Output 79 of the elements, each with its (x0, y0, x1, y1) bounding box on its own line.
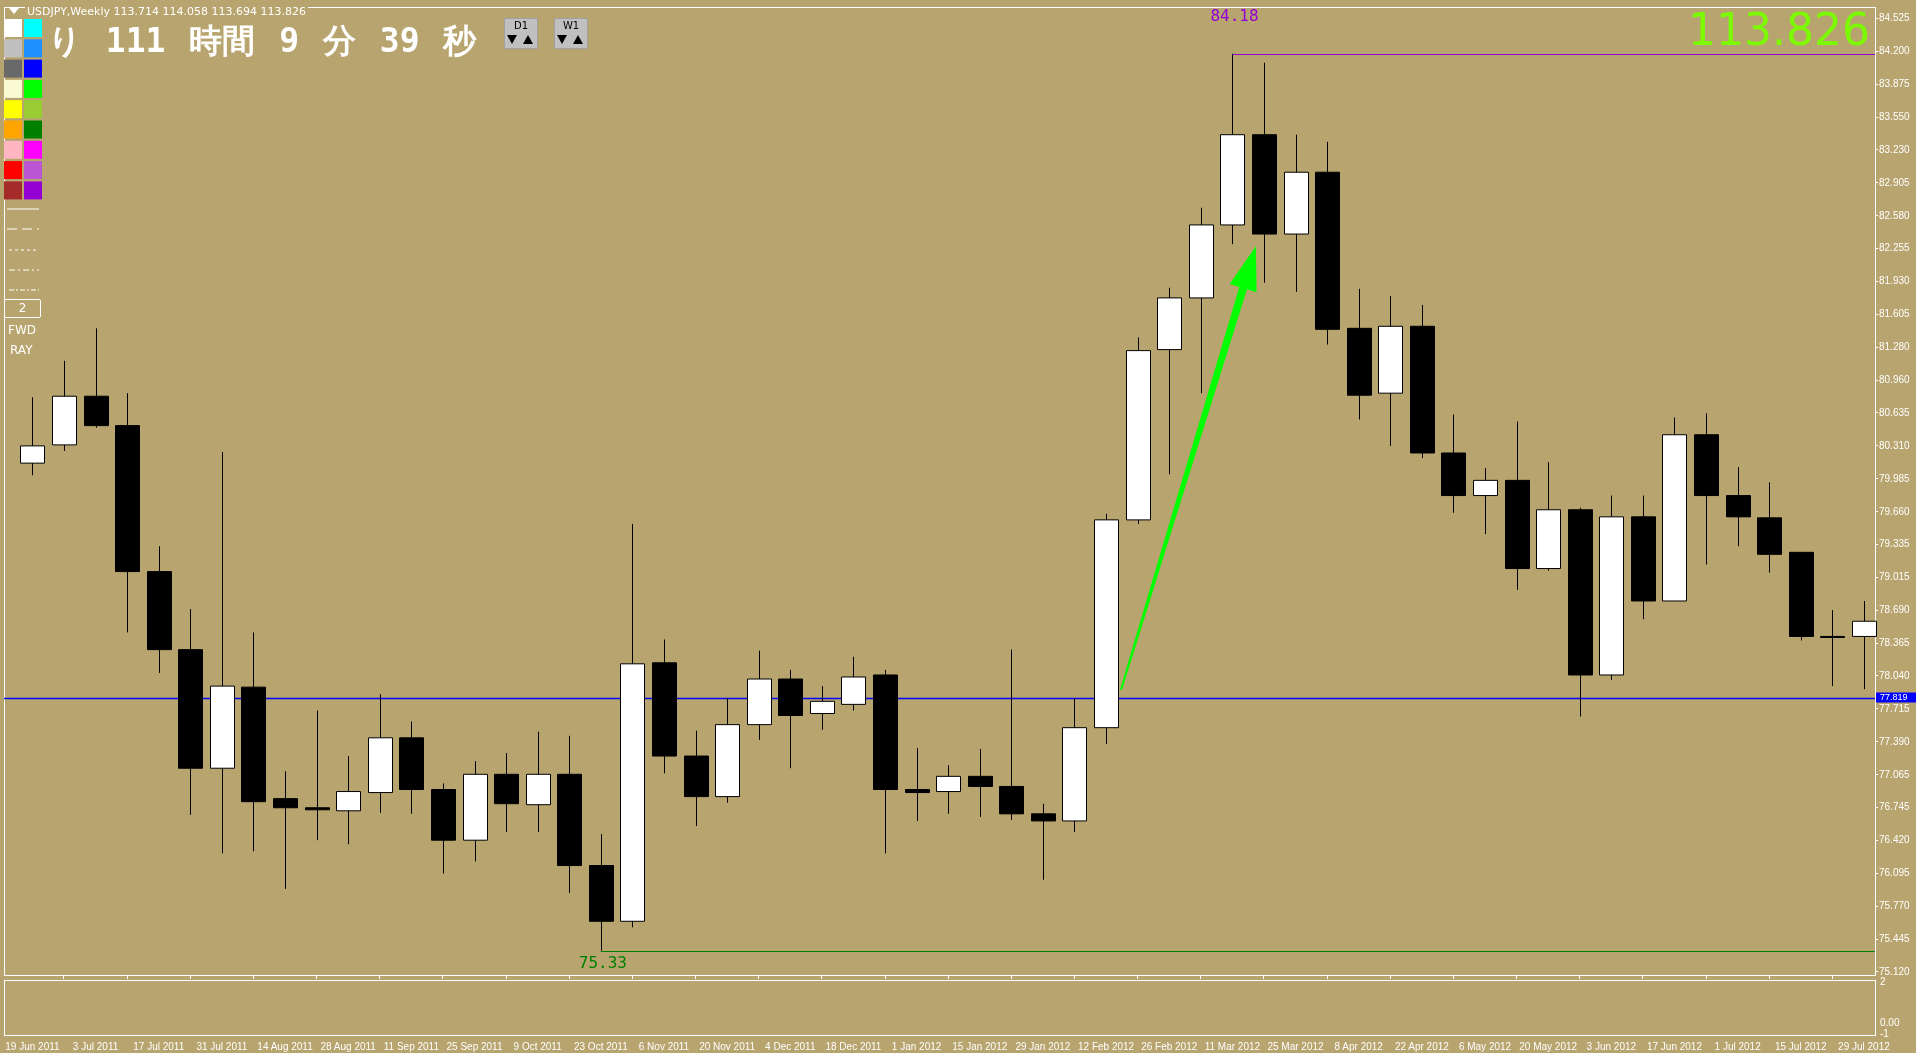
y-tick-label: 79.335 (1879, 538, 1911, 550)
x-tick-label: 3 Jul 2011 (72, 1040, 119, 1052)
y-tick-label: 75.770 (1879, 899, 1911, 911)
x-tick-label: 8 Apr 2012 (1334, 1040, 1384, 1052)
x-tick-label: 29 Jan 2012 (1015, 1040, 1071, 1052)
x-tick-label: 6 Nov 2011 (638, 1040, 690, 1052)
annotation: RAY (10, 343, 33, 357)
x-tick-label: 25 Mar 2012 (1267, 1040, 1325, 1052)
y-tick-label: 83.875 (1879, 78, 1911, 90)
x-tick-label: 20 Nov 2011 (699, 1040, 756, 1052)
chart-title: USDJPY,Weekly 113.714 114.058 113.694 113.826 (25, 5, 308, 18)
text: 2 (1880, 976, 1886, 987)
annotation: W1 (561, 20, 581, 32)
y-tick-label: 82.255 (1879, 242, 1911, 254)
x-tick-label: 22 Apr 2012 (1394, 1040, 1450, 1052)
x-tick-label: 17 Jun 2012 (1646, 1040, 1703, 1052)
y-tick-label: 84.525 (1879, 12, 1911, 24)
annotation: 113.826 (1688, 4, 1870, 55)
x-tick-label: 9 Oct 2011 (513, 1040, 563, 1052)
y-tick-label: 76.095 (1879, 866, 1911, 878)
y-tick-label: 76.420 (1879, 833, 1911, 845)
y-tick-label: 82.905 (1879, 176, 1911, 188)
y-tick-label: 79.985 (1879, 472, 1911, 484)
text: 0.00 (1880, 1017, 1900, 1028)
y-tick-label: 78.040 (1879, 669, 1911, 681)
x-tick-label: 19 Jun 2011 (5, 1040, 61, 1052)
x-tick-label: 1 Jul 2012 (1714, 1040, 1762, 1052)
ref-line-label: 84.18 (1210, 5, 1259, 25)
annotation: 2 (4, 299, 41, 318)
y-tick-label: 83.230 (1879, 143, 1911, 155)
x-tick-label: 12 Feb 2012 (1077, 1040, 1135, 1052)
text: -1 (1880, 1028, 1889, 1039)
y-tick-label: 79.015 (1879, 570, 1911, 582)
y-tick-label: 81.605 (1879, 308, 1911, 320)
y-tick-label: 81.930 (1879, 275, 1911, 287)
annotation: り 111 時間 9 分 39 秒 (48, 21, 477, 60)
y-tick-label: 78.365 (1879, 636, 1911, 648)
x-tick-label: 31 Jul 2011 (196, 1040, 248, 1052)
candlestick (336, 755, 361, 845)
y-tick-label: 78.690 (1879, 603, 1911, 615)
candlestick (1726, 466, 1751, 547)
y-tick-label: 84.200 (1879, 45, 1911, 57)
x-tick-label: 25 Sep 2011 (446, 1040, 503, 1052)
x-tick-label: 28 Aug 2011 (320, 1040, 377, 1052)
x-tick-label: 11 Sep 2011 (383, 1040, 440, 1052)
x-tick-label: 4 Dec 2011 (765, 1040, 816, 1052)
timeframe-button: D1 (504, 18, 538, 49)
x-tick-label: 6 May 2012 (1458, 1040, 1512, 1052)
y-tick-label: 75.445 (1879, 932, 1911, 944)
x-tick-label: 17 Jul 2011 (133, 1040, 185, 1052)
y-tick-label: 81.280 (1879, 341, 1911, 353)
ref-line-label: 77.819 (1880, 691, 1908, 702)
y-tick-label: 77.065 (1879, 768, 1911, 780)
x-tick-label: 23 Oct 2011 (573, 1040, 629, 1052)
annotation: FWD (8, 323, 37, 337)
y-tick-label: 83.550 (1879, 111, 1911, 123)
y-tick-label: 82.580 (1879, 209, 1911, 221)
y-tick-label: 75.120 (1879, 965, 1911, 977)
x-tick-label: 15 Jan 2012 (952, 1040, 1008, 1052)
x-tick-label: 20 May 2012 (1519, 1040, 1578, 1052)
y-tick-label: 77.390 (1879, 735, 1911, 747)
y-tick-label: 76.745 (1879, 801, 1911, 812)
y-tick-label: 80.635 (1879, 406, 1911, 418)
x-tick-label: 29 Jul 2012 (1838, 1040, 1891, 1052)
y-tick-label: 79.660 (1879, 505, 1911, 517)
timeframe-button: W1 (554, 18, 588, 49)
candlestick (20, 396, 45, 476)
x-tick-label: 26 Feb 2012 (1141, 1040, 1198, 1052)
y-tick-label: 80.310 (1879, 439, 1911, 451)
x-tick-label: 11 Mar 2012 (1204, 1040, 1261, 1052)
y-tick-label: 80.960 (1879, 373, 1911, 385)
x-tick-label: 15 Jul 2012 (1774, 1040, 1828, 1052)
annotation: D1 (512, 20, 530, 32)
x-tick-label: 3 Jun 2012 (1586, 1040, 1637, 1052)
ref-line-label: 75.33 (578, 952, 627, 972)
x-tick-label: 1 Jan 2012 (891, 1040, 942, 1052)
x-tick-label: 14 Aug 2011 (257, 1040, 314, 1052)
y-tick-label: 77.715 (1879, 702, 1911, 714)
x-tick-label: 18 Dec 2011 (825, 1040, 882, 1052)
